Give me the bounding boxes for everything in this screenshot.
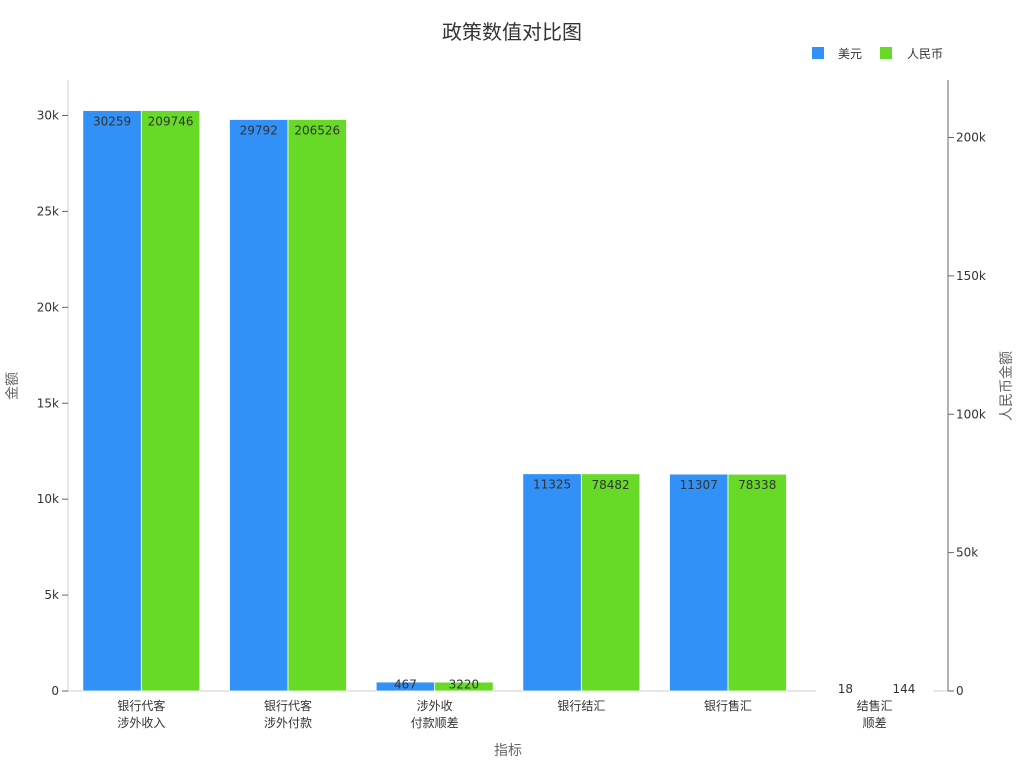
bar-label-usd: 18 [838, 682, 853, 696]
legend-swatch-usd [812, 47, 824, 59]
right-y-tick-label: 50k [956, 546, 978, 560]
right-y-tick-label: 150k [956, 269, 986, 283]
x-axis-category-label: 涉外收付款顺差 [411, 699, 459, 730]
x-axis-category-label: 结售汇顺差 [857, 698, 893, 730]
x-axis-category-label-line: 银行代客 [117, 698, 165, 713]
bar-label-cny: 206526 [294, 123, 340, 137]
x-axis-category-label-line: 结售汇 [857, 698, 893, 713]
x-axis-category-label-line: 涉外收入 [117, 716, 165, 730]
bar-usd [229, 119, 289, 692]
x-axis-category-label-line: 付款顺差 [411, 716, 459, 730]
bar-label-cny: 78338 [738, 478, 776, 492]
x-axis-category-label: 银行结汇 [557, 699, 605, 713]
right-y-axis-title: 人民币金额 [999, 351, 1015, 421]
x-axis-category-label-line: 银行结汇 [557, 699, 605, 713]
x-axis-category-label-line: 顺差 [863, 716, 887, 730]
right-y-axis-ticks: 0 50k 100k 150k 200k [948, 131, 986, 698]
x-axis-category-label: 银行售汇 [704, 698, 752, 713]
left-y-tick-label: 30k [37, 109, 59, 123]
legend: 美元 人民币 [812, 47, 943, 61]
bars [82, 110, 934, 692]
x-axis-category-label-line: 涉外付款 [264, 716, 312, 730]
bar-usd [82, 110, 142, 692]
bar-cny [580, 473, 641, 692]
bar-label-cny: 3220 [449, 678, 480, 692]
left-y-axis-ticks: 0 5k 10k 15k 20k 25k 30k [37, 109, 68, 698]
bar-label-usd: 467 [394, 678, 417, 692]
left-y-axis-title: 金额 [5, 372, 21, 400]
bar-label-usd: 11307 [680, 478, 718, 492]
bar-cny [727, 473, 787, 692]
left-y-tick-label: 10k [37, 492, 59, 506]
plot-area: 0 5k 10k 15k 20k 25k 30k 0 50k 100k 150k 200k 3025… [37, 80, 986, 730]
x-axis-title: 指标 [494, 743, 522, 759]
left-y-tick-label: 15k [37, 396, 59, 410]
right-y-tick-label: 200k [956, 131, 986, 145]
bar-labels: 30259 209746 29792 206526 467 3220 11325 78482 1… [93, 115, 915, 697]
bar-label-cny: 209746 [148, 115, 194, 129]
bar-label-cny: 78482 [591, 478, 629, 492]
legend-label-cny: 人民币 [907, 47, 943, 61]
bar-cny [434, 681, 494, 692]
x-axis-category-label: 银行代客涉外付款 [264, 698, 312, 730]
bar-label-cny: 144 [892, 682, 915, 696]
x-axis-category-label-line: 涉外收 [417, 699, 453, 713]
bar-cny [287, 119, 347, 692]
x-axis-category-label-line: 银行售汇 [704, 698, 752, 713]
bar-usd [669, 473, 729, 692]
legend-swatch-cny [880, 47, 892, 59]
left-y-tick-label: 5k [44, 588, 59, 602]
chart-title: 政策数值对比图 [442, 20, 582, 44]
bar-cny [874, 690, 934, 692]
bar-label-usd: 29792 [240, 123, 278, 137]
x-axis-category-label-line: 银行代客 [264, 698, 312, 713]
bar-label-usd: 30259 [93, 115, 131, 129]
left-y-tick-label: 25k [37, 204, 59, 218]
left-y-tick-label: 20k [37, 300, 59, 314]
bar-label-usd: 11325 [533, 478, 571, 492]
right-y-tick-label: 100k [956, 407, 986, 421]
right-y-tick-label: 0 [956, 684, 964, 698]
bar-cny [140, 110, 201, 692]
x-axis-category-label: 银行代客涉外收入 [117, 698, 165, 730]
legend-label-usd: 美元 [838, 47, 862, 61]
left-y-tick-label: 0 [51, 684, 59, 698]
bar-usd [522, 473, 582, 692]
